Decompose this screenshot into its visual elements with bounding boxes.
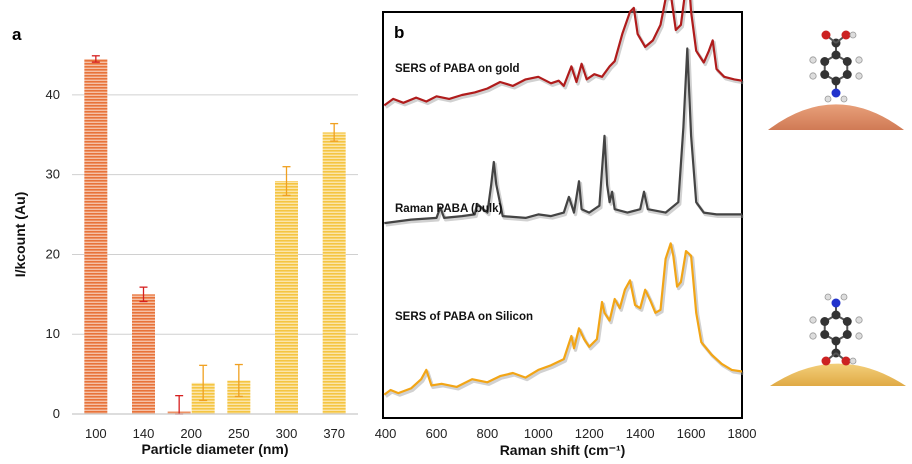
bar-chart-panel: a 0 10 20 30 40 100 140 200 250 300 370 Particle …	[12, 25, 358, 457]
y-tick-label: 10	[46, 326, 60, 341]
x-tick-label: 600	[426, 426, 448, 441]
x-tick-label: 300	[276, 426, 298, 441]
y-tick-label: 0	[53, 406, 60, 421]
error-bar-group	[91, 55, 339, 415]
bar	[227, 380, 251, 414]
y-tick-label: 40	[46, 87, 60, 102]
x-tick-label: 140	[133, 426, 155, 441]
x-tick-label: 100	[85, 426, 107, 441]
x-axis-title: Particle diameter (nm)	[141, 441, 288, 457]
x-tick-labels: 100 140 200 250 300 370	[85, 426, 345, 441]
x-tick-label: 1200	[575, 426, 604, 441]
x-tick-labels: 400 600 800 1000 1200 1400 1600 1800	[375, 426, 757, 441]
bar-group	[84, 58, 346, 414]
spectrum-traces	[383, 0, 744, 398]
x-tick-label: 1400	[626, 426, 655, 441]
spectrum-line	[384, 47, 742, 225]
y-tick-label: 20	[46, 246, 60, 261]
silicon-nanoparticle-molecule-illustration	[770, 293, 906, 386]
panel-a-label: a	[12, 25, 22, 44]
x-tick-label: 1000	[524, 426, 553, 441]
x-axis-title: Raman shift (cm⁻¹)	[500, 442, 626, 458]
y-axis-title: I/kcount (Au)	[12, 192, 28, 278]
x-tick-label: 250	[228, 426, 250, 441]
bar	[84, 58, 108, 414]
gold-nanoparticle-molecule-illustration	[768, 30, 904, 130]
y-tick-labels: 0 10 20 30 40	[46, 87, 60, 421]
x-tick-label: 1600	[677, 426, 706, 441]
x-tick-label: 800	[477, 426, 499, 441]
trace-label: Raman PABA (bulk)	[395, 203, 503, 215]
spectrum-line	[383, 242, 743, 396]
trace-shadow	[385, 48, 744, 227]
bar	[275, 181, 298, 414]
x-tick-label: 200	[180, 426, 202, 441]
trace-label: SERS of PABA on gold	[395, 63, 520, 75]
panel-b-label: b	[394, 23, 404, 42]
trace-label: SERS of PABA on Silicon	[395, 311, 533, 323]
trace-labels: SERS of PABA on gold Raman PABA (bulk) SER…	[395, 63, 533, 323]
bar	[132, 294, 155, 414]
x-tick-label: 1800	[728, 426, 757, 441]
x-tick-label: 400	[375, 426, 397, 441]
bar	[322, 132, 346, 414]
grid-lines	[72, 94, 358, 335]
x-tick-label: 370	[323, 426, 345, 441]
spectrum-line	[383, 0, 743, 107]
y-tick-label: 30	[46, 167, 60, 182]
trace-shadow	[384, 0, 744, 109]
